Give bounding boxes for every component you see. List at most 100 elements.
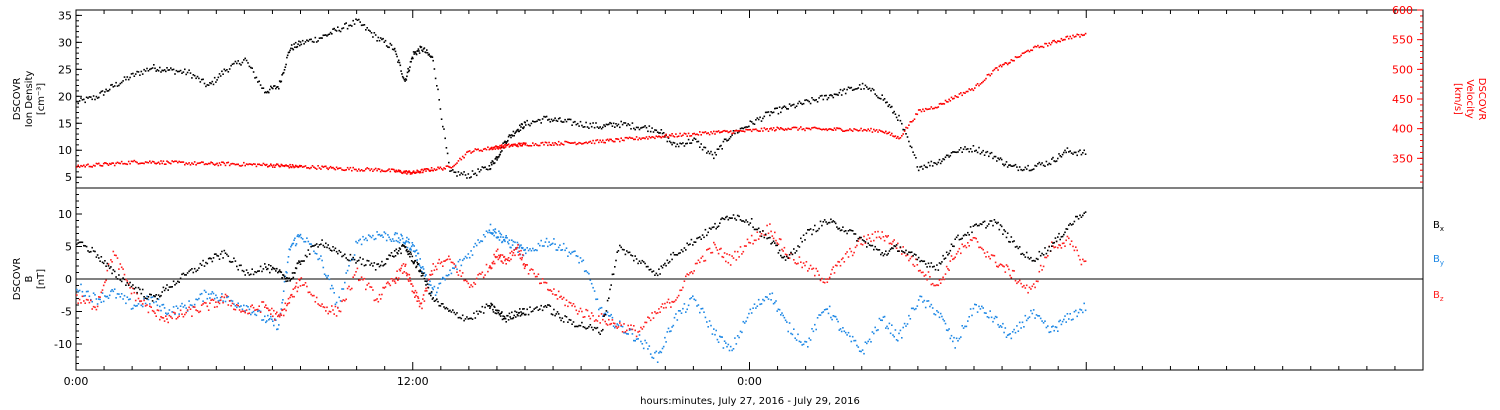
bz-point bbox=[772, 237, 775, 240]
bx-point bbox=[191, 268, 193, 270]
bx-point bbox=[795, 250, 798, 252]
velocity-point bbox=[828, 128, 831, 130]
bz-point bbox=[511, 254, 514, 257]
by-point bbox=[575, 255, 578, 257]
velocity-point bbox=[734, 130, 736, 132]
by-point bbox=[677, 310, 680, 312]
velocity-point bbox=[823, 128, 826, 131]
bx-point bbox=[873, 248, 875, 251]
density-point bbox=[942, 158, 944, 160]
bz-point bbox=[480, 273, 482, 275]
by-point bbox=[769, 293, 771, 295]
velocity-point bbox=[934, 106, 937, 109]
density-point bbox=[567, 118, 569, 121]
velocity-point bbox=[905, 126, 907, 129]
velocity-point bbox=[325, 165, 327, 168]
x-tick-label: 0:00 bbox=[737, 375, 762, 388]
density-point bbox=[433, 68, 436, 70]
by-point bbox=[944, 322, 947, 325]
bx-point bbox=[836, 226, 838, 228]
bx-point bbox=[104, 260, 106, 262]
velocity-point bbox=[894, 135, 897, 137]
bz-point bbox=[275, 313, 277, 315]
bz-point bbox=[797, 262, 799, 265]
bx-point bbox=[719, 222, 721, 224]
velocity-point bbox=[448, 165, 450, 168]
velocity-point bbox=[562, 143, 565, 146]
density-point bbox=[962, 148, 965, 150]
velocity-point bbox=[317, 165, 319, 167]
density-point bbox=[794, 106, 796, 109]
bx-point bbox=[853, 233, 855, 235]
by-point bbox=[1080, 309, 1083, 311]
by-point bbox=[680, 312, 683, 314]
velocity-point bbox=[585, 141, 587, 144]
bx-point bbox=[443, 306, 445, 308]
velocity-point bbox=[157, 161, 160, 164]
bx-point bbox=[870, 244, 872, 247]
density-point bbox=[644, 125, 646, 127]
bz-point bbox=[426, 286, 429, 289]
bz-point bbox=[388, 282, 390, 285]
bx-point bbox=[846, 232, 848, 235]
by-point bbox=[526, 247, 528, 249]
bz-point bbox=[1014, 279, 1017, 282]
velocity-point bbox=[881, 130, 883, 133]
bx-point bbox=[644, 262, 646, 265]
bz-point bbox=[756, 231, 759, 233]
by-point bbox=[511, 239, 513, 241]
density-point bbox=[473, 173, 475, 175]
bx-point bbox=[1008, 240, 1010, 243]
bx-point bbox=[930, 262, 933, 264]
density-point bbox=[968, 150, 970, 153]
bx-point bbox=[868, 244, 871, 246]
bz-point bbox=[94, 306, 96, 309]
bx-point bbox=[280, 271, 283, 274]
by-point bbox=[961, 325, 963, 327]
bx-point bbox=[224, 252, 227, 254]
velocity-point bbox=[1052, 40, 1054, 42]
density-point bbox=[710, 150, 712, 153]
bz-point bbox=[795, 263, 798, 265]
bx-point bbox=[221, 250, 223, 253]
bz-point bbox=[976, 241, 979, 243]
bx-point bbox=[113, 270, 116, 273]
by-point bbox=[334, 303, 337, 306]
by-point bbox=[85, 290, 88, 293]
velocity-point bbox=[84, 166, 86, 168]
bx-point bbox=[243, 270, 245, 273]
bx-point bbox=[251, 268, 253, 270]
bz-point bbox=[522, 263, 525, 266]
by-point bbox=[842, 327, 844, 329]
bz-point bbox=[1006, 265, 1009, 268]
bx-point bbox=[778, 249, 781, 252]
bx-point bbox=[431, 298, 434, 300]
by-point bbox=[1047, 325, 1049, 327]
bx-point bbox=[363, 264, 366, 267]
by-point bbox=[285, 271, 287, 273]
by-point bbox=[786, 321, 788, 323]
bz-point bbox=[130, 292, 133, 295]
velocity-point bbox=[623, 139, 625, 142]
bz-point bbox=[313, 294, 315, 297]
by-point bbox=[382, 236, 384, 238]
bz-point bbox=[775, 239, 777, 242]
bx-point bbox=[541, 309, 544, 312]
bz-point bbox=[154, 312, 156, 314]
by-point bbox=[788, 322, 791, 324]
bz-point bbox=[497, 258, 500, 261]
bz-point bbox=[120, 266, 123, 269]
bx-point bbox=[91, 246, 93, 249]
density-point bbox=[141, 73, 144, 75]
density-point bbox=[1084, 153, 1087, 155]
bx-point bbox=[353, 258, 356, 261]
velocity-point bbox=[310, 166, 312, 169]
density-point bbox=[857, 87, 860, 89]
by-point bbox=[433, 285, 436, 288]
by-point bbox=[685, 311, 687, 313]
bz-point bbox=[174, 312, 176, 314]
by-point bbox=[218, 299, 221, 302]
bx-point bbox=[293, 272, 295, 274]
velocity-point bbox=[522, 143, 524, 146]
bz-point bbox=[223, 296, 226, 299]
